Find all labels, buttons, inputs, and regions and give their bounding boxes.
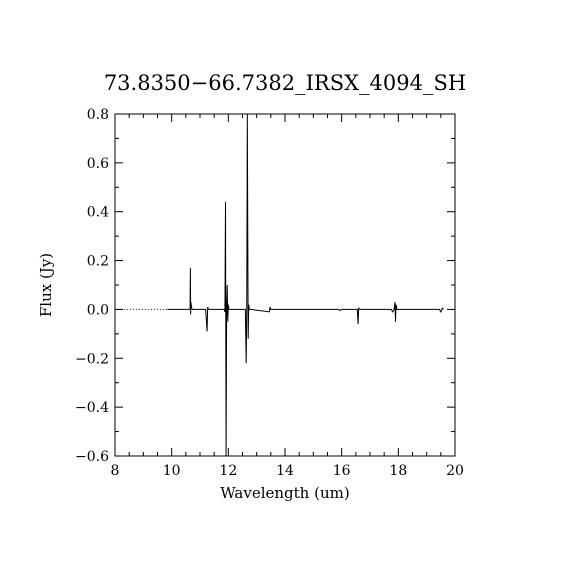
x-tick-label: 16 — [333, 463, 351, 479]
x-tick-label: 18 — [389, 463, 407, 479]
x-tick-label: 12 — [219, 463, 237, 479]
y-tick-label: −0.6 — [75, 449, 109, 465]
x-tick-label: 8 — [111, 463, 120, 479]
y-tick-label: −0.2 — [75, 351, 109, 367]
data-series — [117, 113, 444, 457]
y-tick-labels: −0.6 −0.4 −0.2 0.0 0.2 0.4 0.6 0.8 — [75, 107, 109, 465]
y-tick-label: 0.6 — [87, 156, 109, 172]
x-tick-labels: 8 10 12 14 16 18 20 — [111, 463, 464, 479]
y-tick-label: 0.0 — [87, 302, 109, 318]
series-line — [167, 113, 444, 457]
x-tick-label: 20 — [446, 463, 464, 479]
y-axis-label: Flux (Jy) — [37, 253, 55, 317]
axis-ticks — [114, 113, 456, 457]
chart-title: 73.8350−66.7382_IRSX_4094_SH — [104, 71, 466, 95]
y-tick-label: 0.8 — [87, 107, 109, 123]
x-tick-label: 10 — [163, 463, 181, 479]
y-tick-label: −0.4 — [75, 400, 109, 416]
x-axis-label: Wavelength (um) — [220, 484, 349, 502]
x-tick-label: 14 — [276, 463, 294, 479]
y-tick-label: 0.2 — [87, 254, 109, 270]
y-tick-label: 0.4 — [87, 205, 109, 221]
plot-frame — [114, 113, 456, 457]
